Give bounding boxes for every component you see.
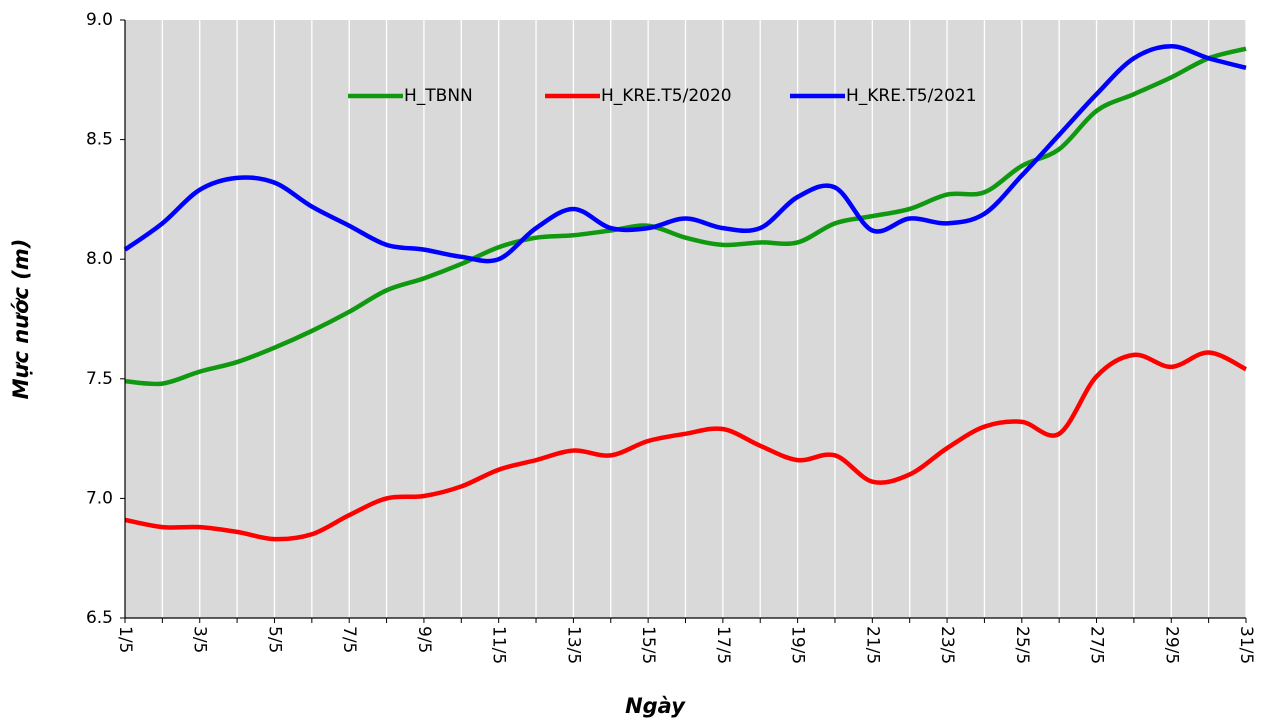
y-axis-title: Mực nước (m) xyxy=(9,239,33,400)
x-tick-label: 3/5 xyxy=(190,626,210,653)
x-tick-label: 25/5 xyxy=(1012,626,1032,664)
y-tick-label: 6.5 xyxy=(86,608,113,628)
x-tick-label: 9/5 xyxy=(414,626,434,653)
series-line xyxy=(124,350,1248,542)
x-tick-label: 15/5 xyxy=(638,626,658,664)
x-tick-label: 21/5 xyxy=(862,626,882,664)
x-tick-label: 29/5 xyxy=(1161,626,1181,664)
x-tick-label: 5/5 xyxy=(264,626,284,653)
legend-label: H_KRE.T5/2020 xyxy=(601,86,732,106)
series-line xyxy=(124,46,1247,387)
legend-label: H_TBNN xyxy=(404,86,473,106)
x-tick-label: 7/5 xyxy=(339,626,359,653)
x-tick-label: 31/5 xyxy=(1236,626,1256,664)
x-tick-label: 1/5 xyxy=(115,626,135,653)
x-tick-label: 17/5 xyxy=(713,626,733,664)
y-tick-label: 7.0 xyxy=(86,488,113,508)
y-tick-label: 7.5 xyxy=(86,369,113,389)
x-tick-label: 19/5 xyxy=(788,626,808,664)
x-tick-label: 23/5 xyxy=(937,626,957,664)
x-tick-label: 13/5 xyxy=(563,626,583,664)
x-tick-label: 11/5 xyxy=(489,626,509,664)
x-axis-title: Ngày xyxy=(625,694,686,718)
legend-label: H_KRE.T5/2021 xyxy=(846,86,977,106)
y-tick-label: 8.5 xyxy=(86,130,113,150)
y-tick-label: 8.0 xyxy=(86,249,113,269)
x-tick-label: 27/5 xyxy=(1087,626,1107,664)
y-tick-label: 9.0 xyxy=(86,10,113,30)
series-line xyxy=(123,44,1247,264)
